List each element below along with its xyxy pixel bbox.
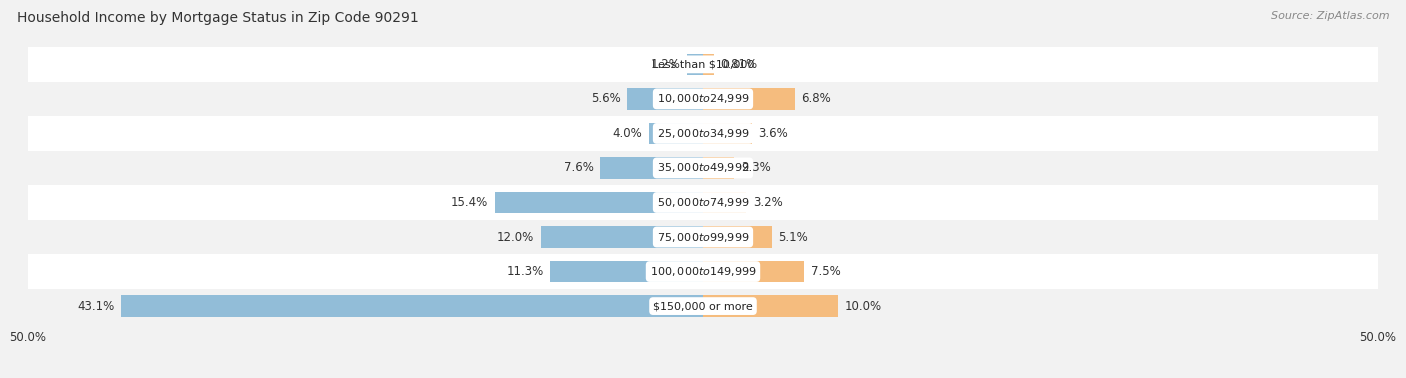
Bar [703,54,714,75]
Text: 7.6%: 7.6% [564,161,593,175]
Text: 43.1%: 43.1% [77,300,114,313]
Text: $35,000 to $49,999: $35,000 to $49,999 [657,161,749,175]
Bar [551,261,703,282]
Bar [703,261,804,282]
Bar [121,295,703,317]
Text: 3.6%: 3.6% [758,127,789,140]
Text: 2.3%: 2.3% [741,161,770,175]
Bar [703,226,772,248]
Text: $25,000 to $34,999: $25,000 to $34,999 [657,127,749,140]
Bar [703,88,794,110]
Bar [703,157,734,179]
Text: 3.2%: 3.2% [754,196,783,209]
Bar [627,88,703,110]
Text: 12.0%: 12.0% [498,231,534,243]
Bar [28,185,1378,220]
Text: 4.0%: 4.0% [613,127,643,140]
Bar [28,254,1378,289]
Bar [541,226,703,248]
Bar [28,220,1378,254]
Text: Less than $10,000: Less than $10,000 [652,59,754,69]
Text: 1.2%: 1.2% [650,58,681,71]
Text: 6.8%: 6.8% [801,92,831,105]
Text: 15.4%: 15.4% [451,196,488,209]
Text: $10,000 to $24,999: $10,000 to $24,999 [657,92,749,105]
Text: 11.3%: 11.3% [506,265,544,278]
Bar [28,151,1378,185]
Text: 7.5%: 7.5% [811,265,841,278]
Bar [600,157,703,179]
Bar [28,47,1378,82]
Bar [650,123,703,144]
Text: $100,000 to $149,999: $100,000 to $149,999 [650,265,756,278]
Bar [28,82,1378,116]
Bar [28,289,1378,323]
Text: 5.6%: 5.6% [591,92,620,105]
Text: 10.0%: 10.0% [845,300,882,313]
Bar [703,192,747,213]
Text: 0.81%: 0.81% [721,58,758,71]
Text: Household Income by Mortgage Status in Zip Code 90291: Household Income by Mortgage Status in Z… [17,11,419,25]
Bar [703,295,838,317]
Bar [28,116,1378,151]
Bar [703,123,752,144]
Bar [686,54,703,75]
Text: $50,000 to $74,999: $50,000 to $74,999 [657,196,749,209]
Text: Source: ZipAtlas.com: Source: ZipAtlas.com [1271,11,1389,21]
Bar [495,192,703,213]
Text: $75,000 to $99,999: $75,000 to $99,999 [657,231,749,243]
Text: $150,000 or more: $150,000 or more [654,301,752,311]
Text: 5.1%: 5.1% [779,231,808,243]
